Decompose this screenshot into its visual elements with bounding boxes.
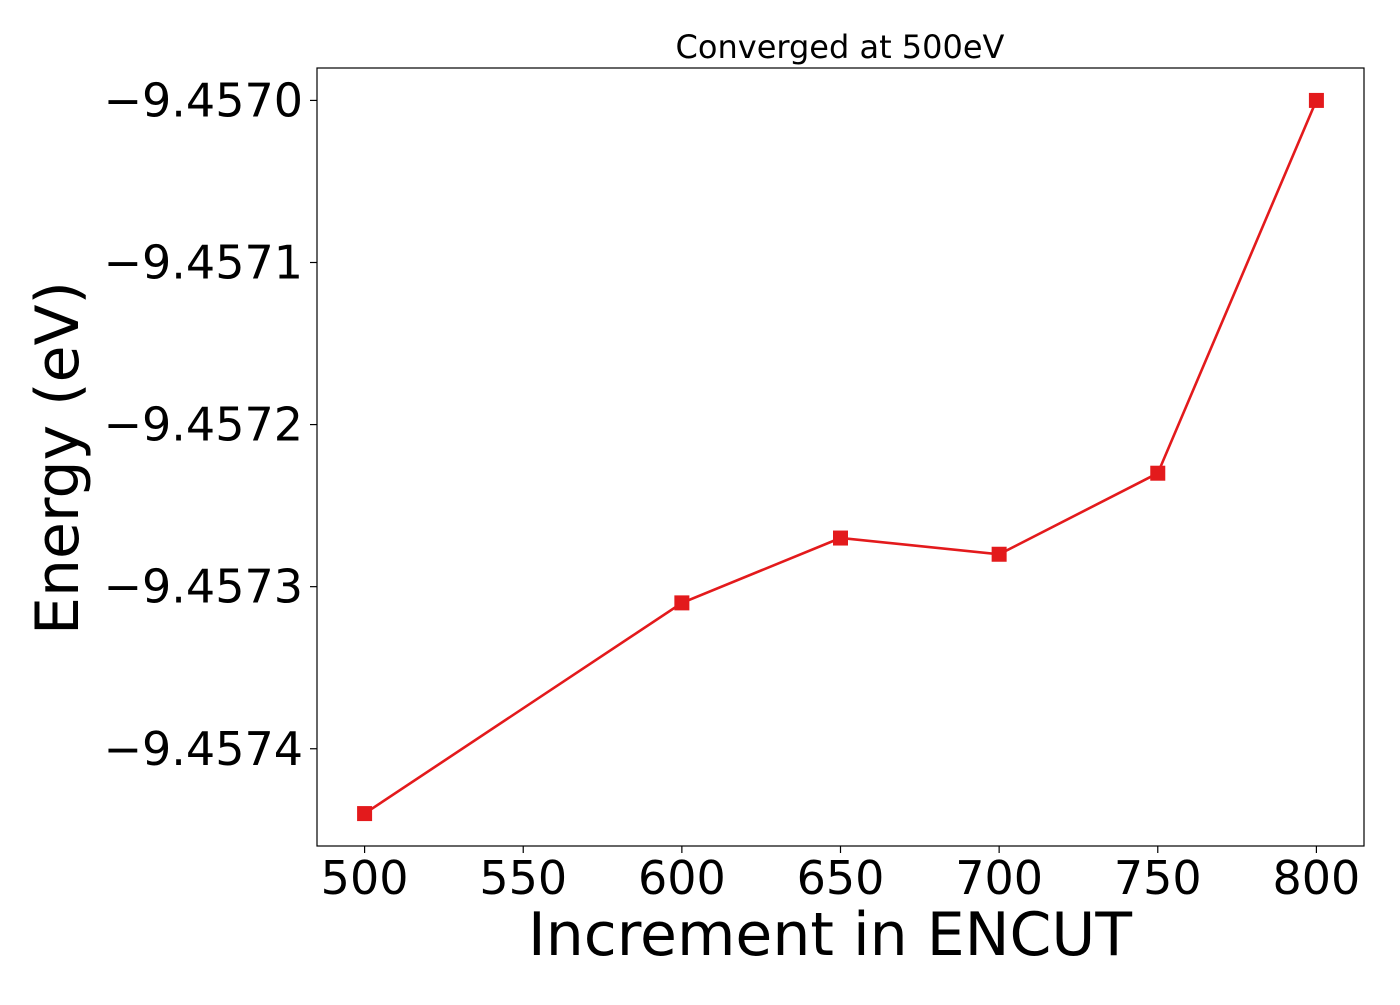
- data-point: [1150, 465, 1166, 481]
- x-tick-label: 650: [797, 851, 885, 905]
- chart-title: Converged at 500eV: [676, 28, 1005, 66]
- y-tick-label: −9.4574: [104, 722, 304, 776]
- x-axis-label: Increment in ENCUT: [528, 900, 1132, 970]
- y-tick-label: −9.4573: [104, 560, 304, 614]
- x-tick-label: 800: [1273, 851, 1361, 905]
- data-point: [357, 806, 373, 822]
- x-tick-label: 550: [479, 851, 567, 905]
- data-point: [674, 595, 690, 611]
- x-tick-label: 750: [1114, 851, 1202, 905]
- x-tick-label: 700: [955, 851, 1043, 905]
- axes-frame: [316, 67, 1365, 847]
- data-point: [1308, 92, 1324, 108]
- data-point: [833, 530, 848, 546]
- y-axis: −9.4570 −9.4571 −9.4572 −9.4573 −9.4574: [104, 73, 317, 776]
- data-point: [991, 546, 1007, 562]
- y-axis-label: Energy (eV): [23, 281, 93, 635]
- x-tick-label: 600: [638, 851, 726, 905]
- x-axis: 500 550 600 650 700 750 800: [321, 846, 1361, 905]
- plot-area: [357, 92, 1324, 822]
- y-tick-label: −9.4572: [104, 398, 304, 452]
- x-tick-label: 500: [321, 851, 409, 905]
- y-tick-label: −9.4571: [104, 236, 304, 290]
- series-line: [363, 99, 1318, 815]
- y-tick-label: −9.4570: [104, 73, 304, 127]
